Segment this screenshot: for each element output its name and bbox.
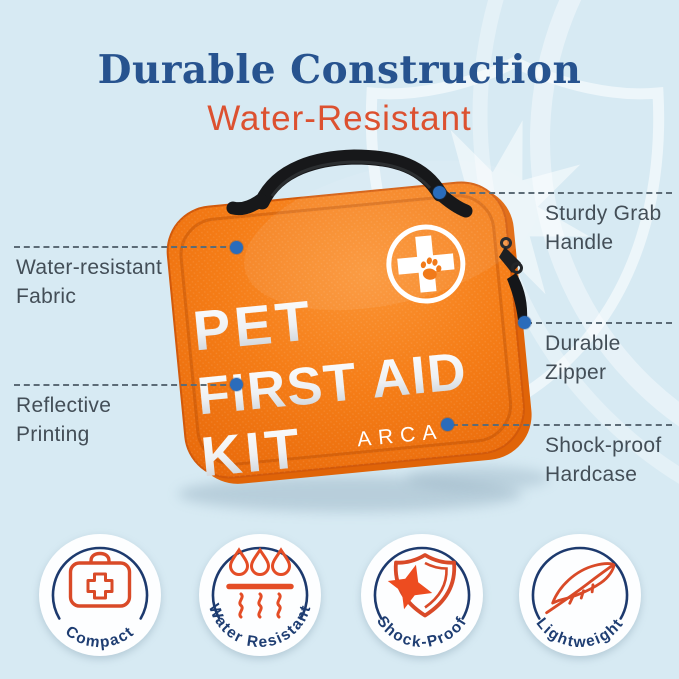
page-subtitle: Water-Resistant <box>207 99 472 138</box>
callout-dot <box>230 378 243 391</box>
cross-paw-logo-icon <box>386 224 466 304</box>
badge-ring <box>531 546 629 620</box>
case-print-line3: KIT <box>198 416 306 489</box>
case-body-group: PET FIRST AID KIT ARCA <box>166 160 538 489</box>
zipper-pull-strap <box>507 273 528 320</box>
feature-badge-compact: Compact <box>39 534 161 656</box>
callout-line <box>526 322 672 324</box>
callout-line <box>440 192 672 194</box>
callout-line <box>14 384 236 386</box>
callout-line <box>452 424 672 426</box>
callout-label-water-resistant-fabric: Water-resistant Fabric <box>16 256 163 308</box>
grab-handle <box>226 149 473 218</box>
case-print-line1: PET <box>190 288 316 362</box>
callout-label-sturdy-grab-handle: Sturdy Grab Handle <box>545 202 662 254</box>
callout-label-reflective-printing: Reflective Printing <box>16 394 112 446</box>
water-drops-icon <box>226 547 294 619</box>
badge-circle <box>39 534 161 656</box>
callout-line <box>14 246 236 248</box>
callout-label-durable-zipper: Durable Zipper <box>545 332 621 384</box>
first-aid-bag-icon <box>68 551 132 608</box>
callout-dot <box>433 186 446 199</box>
badge-ring <box>51 546 149 620</box>
case-fabric-texture <box>167 182 524 478</box>
case-side-gusset <box>175 186 532 484</box>
callout-dot <box>230 241 243 254</box>
feature-badge-lightweight: Lightweight <box>519 534 641 656</box>
callout-dot <box>518 316 531 329</box>
feather-icon <box>545 562 616 615</box>
shield-burst-icon <box>387 553 457 618</box>
product-shadow <box>178 476 522 512</box>
case-front-panel <box>166 181 525 479</box>
case-lid-seam <box>179 194 513 466</box>
feature-badge-shock-proof: Shock-Proof <box>361 534 483 656</box>
product-shadow <box>406 466 550 490</box>
badge-ring <box>373 546 471 620</box>
callout-label-shock-proof-hardcase: Shock-proof Hardcase <box>545 434 662 486</box>
page-title: Durable Construction <box>97 47 582 93</box>
callout-dot <box>441 418 454 431</box>
brand-logo-text: ARCA <box>356 420 444 451</box>
feature-badge-water-resistant: Water Resistant <box>199 534 321 656</box>
zipper <box>499 237 528 320</box>
case-sheen <box>244 160 538 311</box>
paw-print-icon <box>420 257 442 280</box>
